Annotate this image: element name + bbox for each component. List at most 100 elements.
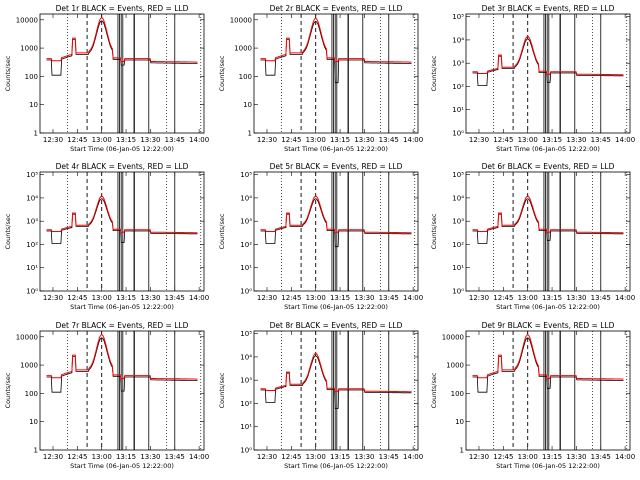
y-axis-label: Counts/sec [218,213,226,249]
x-tick-label: 13:15 [542,453,562,461]
y-tick-label: 10³ [452,218,464,226]
chart-title: Det 8r BLACK = Events, RED = LLD [270,321,403,330]
x-tick-label: 13:30 [140,453,160,461]
y-tick-label: 100 [239,73,252,81]
series-events-line [46,198,198,244]
y-tick-label: 10 [455,418,464,426]
series-events-line [472,198,624,244]
x-tick-label: 13:30 [566,453,586,461]
y-tick-label: 10000 [16,16,38,24]
x-tick-label: 13:45 [379,294,399,302]
y-tick-label: 10⁵ [452,171,464,179]
y-tick-label: 1 [460,447,464,455]
series-events-line [46,20,198,76]
x-tick-label: 13:45 [591,453,611,461]
x-tick-label: 13:30 [140,136,160,144]
series-events-line [472,38,624,86]
y-tick-label: 10³ [240,218,252,226]
plot-frame [39,330,205,451]
y-axis-label: Counts/sec [4,213,12,249]
y-tick-label: 10⁵ [240,330,252,338]
x-tick-label: 12:30 [257,136,277,144]
chart-panel-4: Det 4r BLACK = Events, RED = LLD Counts/s… [4,162,209,311]
x-tick-label: 13:45 [591,136,611,144]
y-tick-label: 10² [26,241,38,249]
y-tick-label: 10² [452,241,464,249]
y-tick-label: 100 [25,73,38,81]
chart-title: Det 3r BLACK = Events, RED = LLD [482,4,615,13]
y-tick-label: 10⁴ [240,194,252,202]
series-lld-line [472,36,624,76]
series-lld-line [46,17,198,63]
y-axis-label: Counts/sec [430,372,438,408]
chart-title: Det 7r BLACK = Events, RED = LLD [56,321,189,330]
y-tick-label: 10⁰ [240,447,252,455]
x-tick-label: 13:00 [518,136,538,144]
x-axis-label: Start Time (06-Jan-05 12:22:00) [70,145,174,153]
chart-title: Det 5r BLACK = Events, RED = LLD [270,162,403,171]
series-lld-line [472,195,624,234]
y-tick-label: 1 [248,130,252,138]
x-tick-label: 13:15 [330,136,350,144]
series-lld-line [46,195,198,234]
x-tick-label: 14:00 [403,453,423,461]
x-axis-label: Start Time (06-Jan-05 12:22:00) [70,303,174,311]
x-tick-label: 13:00 [92,294,112,302]
y-axis-label: Counts/sec [4,372,12,408]
x-tick-label: 12:45 [493,453,513,461]
plot-frame [465,330,631,451]
y-tick-label: 1000 [20,362,38,370]
x-tick-label: 12:45 [281,136,301,144]
y-tick-label: 10⁰ [26,288,38,296]
series-events-line [260,355,412,409]
y-tick-label: 10¹ [26,264,38,272]
x-tick-label: 13:00 [306,136,326,144]
chart-title: Det 2r BLACK = Events, RED = LLD [270,4,403,13]
y-tick-label: 10⁰ [452,288,464,296]
y-tick-label: 10² [452,83,464,91]
chart-panel-8: Det 8r BLACK = Events, RED = LLD Counts/s… [218,321,423,470]
x-tick-label: 14:00 [615,453,635,461]
series-events-line [260,198,412,248]
x-axis-label: Start Time (06-Jan-05 12:22:00) [284,462,388,470]
x-tick-label: 13:15 [542,294,562,302]
series-events-line [260,21,412,84]
y-tick-label: 10¹ [452,264,464,272]
plot-frame [465,171,631,292]
x-tick-label: 13:15 [330,453,350,461]
y-tick-label: 10⁴ [240,353,252,361]
y-tick-label: 10¹ [452,106,464,114]
plot-frame [465,13,631,134]
x-tick-label: 14:00 [403,136,423,144]
x-tick-label: 13:30 [354,136,374,144]
x-tick-label: 13:00 [306,453,326,461]
plot-frame [253,171,419,292]
x-axis-label: Start Time (06-Jan-05 12:22:00) [496,303,600,311]
x-tick-label: 13:30 [354,453,374,461]
x-tick-label: 13:30 [566,136,586,144]
x-tick-label: 13:45 [379,453,399,461]
chart-title: Det 1r BLACK = Events, RED = LLD [56,4,189,13]
x-tick-label: 13:30 [354,294,374,302]
y-tick-label: 10 [29,418,38,426]
y-tick-label: 1 [34,130,38,138]
chart-panel-6: Det 6r BLACK = Events, RED = LLD Counts/s… [430,162,635,311]
plot-frame [39,171,205,292]
chart-panel-9: Det 9r BLACK = Events, RED = LLD Counts/s… [430,321,635,470]
x-tick-label: 12:30 [43,136,63,144]
series-events-line [472,337,624,393]
series-lld-line [46,334,198,380]
x-axis-label: Start Time (06-Jan-05 12:22:00) [284,145,388,153]
x-tick-label: 13:00 [518,294,538,302]
y-tick-label: 10⁰ [240,288,252,296]
series-events-line [46,337,198,393]
x-tick-label: 13:00 [92,136,112,144]
x-axis-label: Start Time (06-Jan-05 12:22:00) [284,303,388,311]
x-tick-label: 14:00 [189,453,209,461]
x-tick-label: 14:00 [615,294,635,302]
x-tick-label: 12:30 [469,294,489,302]
y-tick-label: 10⁴ [452,194,464,202]
x-tick-label: 13:45 [165,294,185,302]
plot-frame [253,330,419,451]
x-axis-label: Start Time (06-Jan-05 12:22:00) [70,462,174,470]
